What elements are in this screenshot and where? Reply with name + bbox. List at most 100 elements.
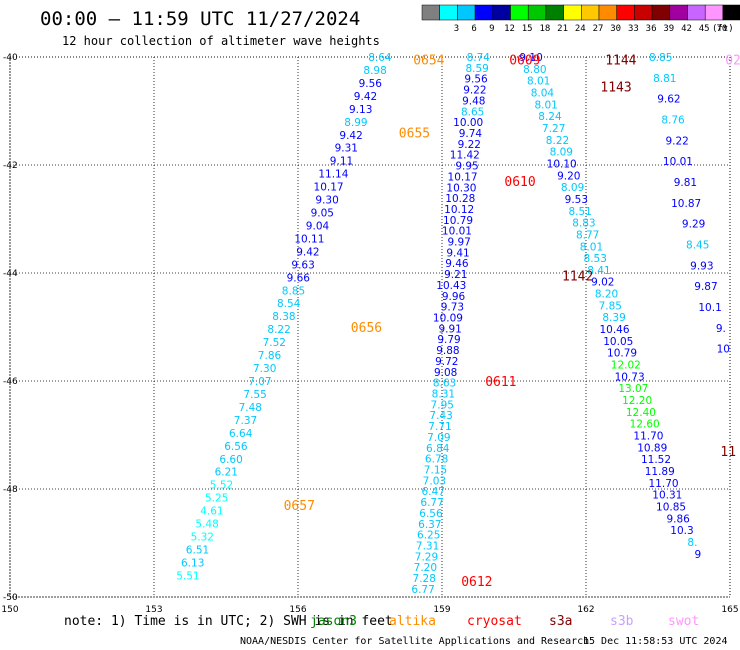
wave-height-value: 6.78: [425, 454, 448, 466]
wave-height-value: 11.70: [633, 431, 663, 443]
wave-height-value: 8.85: [282, 285, 305, 297]
pass-number-label: 0656: [351, 321, 382, 336]
colorbar-swatch: [527, 4, 547, 21]
colorbar-tick-label: 18: [539, 24, 550, 34]
colorbar-swatch: [598, 4, 617, 21]
wave-height-value: 7.48: [239, 402, 262, 414]
wave-height-value: 7.09: [427, 432, 450, 444]
wave-height-value: 6.84: [426, 443, 450, 455]
wave-height-value: 6.77: [411, 584, 434, 596]
wave-height-value: 9.91: [438, 323, 461, 335]
wave-height-value: 10.28: [445, 193, 475, 205]
wave-height-value: 8.22: [546, 135, 569, 147]
pass-number-label: 0610: [504, 175, 535, 190]
wave-height-value: 10.43: [436, 280, 466, 292]
wave-height-value: 5.51: [176, 570, 199, 582]
wave-height-value: 8.81: [653, 73, 676, 85]
colorbar-swatch: [581, 4, 600, 21]
wave-height-value: 9.21: [444, 269, 467, 281]
wave-height-value: 10.12: [444, 204, 474, 216]
wave-height-value: 11.14: [318, 169, 348, 181]
wave-height-value: 8.41: [587, 265, 610, 277]
colorbar-tick-label: 36: [646, 24, 657, 34]
wave-height-value: 8.39: [602, 312, 625, 324]
x-tick-label: 162: [577, 605, 594, 615]
y-tick-label: -44: [3, 269, 18, 279]
y-tick-label: -40: [3, 53, 18, 63]
pass-number-label: 0657: [284, 499, 315, 514]
wave-height-value: 10.46: [599, 324, 629, 336]
wave-height-value: 4.61: [200, 506, 223, 518]
colorbar-swatch: [634, 4, 653, 21]
wave-height-value: 7.29: [415, 551, 438, 563]
wave-height-value: 8.64: [368, 52, 392, 64]
wave-height-value: 8.98: [363, 65, 386, 77]
wave-height-value: 9.66: [287, 272, 311, 284]
wave-height-value: 12.40: [626, 407, 656, 419]
legend-swot: swot: [668, 614, 699, 629]
wave-height-value: 8.01: [534, 99, 557, 111]
colorbar-tick-label: 39: [663, 24, 674, 34]
colorbar-tick-label: 12: [504, 24, 515, 34]
wave-height-value: 9.74: [459, 128, 483, 140]
colorbar-swatch: [510, 4, 529, 21]
wave-height-value: 9.13: [349, 104, 372, 116]
wave-height-value: 8.53: [584, 253, 607, 265]
footer-credit: NOAA/NESDIS Center for Satellite Applica…: [240, 636, 589, 647]
wave-height-value: 10: [717, 344, 730, 356]
wave-height-value: 8.63: [433, 378, 456, 390]
wave-height-value: 9.11: [330, 156, 353, 168]
wave-height-value: 9.42: [296, 246, 319, 258]
page-subtitle: 12 hour collection of altimeter wave hei…: [62, 34, 380, 48]
wave-height-value: 6.64: [229, 428, 253, 440]
colorbar-swatch: [722, 4, 740, 21]
colorbar-tick-label: 9: [489, 24, 494, 34]
wave-height-value: 8.83: [572, 218, 595, 230]
wave-height-value: 8.04: [531, 87, 555, 99]
wave-height-value: 10.05: [603, 336, 633, 348]
pass-number-label: 0655: [399, 127, 430, 142]
wave-height-value: 9.86: [666, 513, 690, 525]
wave-height-value: 9.22: [458, 139, 481, 151]
wave-height-value: 7.28: [413, 573, 436, 585]
wave-height-value: 8.85: [649, 52, 672, 64]
pass-number-label: 1144: [605, 54, 636, 69]
wave-height-value: 9.31: [335, 143, 358, 155]
wave-height-value: 9.22: [665, 135, 688, 147]
wave-height-value: 10.17: [314, 182, 344, 194]
wave-height-value: 5.32: [191, 532, 214, 544]
wave-height-value: 8.65: [461, 106, 484, 118]
colorbar: 3 6 9 12 15 18 21 24 27 30 33 36 39 42 45 70: [421, 4, 740, 34]
wave-height-value: 8.51: [568, 206, 591, 218]
wave-height-value: 8.80: [523, 64, 546, 76]
wave-height-value: 6.56: [224, 441, 248, 453]
wave-height-value: 9.05: [311, 208, 334, 220]
footer-note: note: 1) Time is in UTC; 2) SWH is in fe…: [64, 614, 393, 629]
wave-height-value: 8.22: [267, 324, 290, 336]
wave-height-value: 7.15: [424, 464, 447, 476]
colorbar-swatch: [563, 4, 582, 21]
wave-height-value: 9.63: [291, 259, 314, 271]
wave-height-value: 8.24: [538, 111, 562, 123]
wave-height-value: 8.20: [595, 289, 618, 301]
wave-height-value: 10.01: [663, 156, 693, 168]
wave-height-value: 8.: [687, 537, 697, 549]
wave-height-value: 9.81: [674, 177, 697, 189]
wave-height-value: 7.20: [414, 562, 437, 574]
x-tick-label: 165: [721, 605, 738, 615]
colorbar-tick-label: 42: [681, 24, 692, 34]
wave-height-value: 9.02: [591, 277, 614, 289]
wave-height-value: 7.30: [253, 363, 276, 375]
legend-s3a: s3a: [549, 614, 572, 629]
wave-height-value: 6.37: [418, 519, 441, 531]
colorbar-swatch: [492, 4, 511, 21]
colorbar-tick-label: 15: [522, 24, 533, 34]
colorbar-swatch: [545, 4, 564, 21]
colorbar-swatch: [439, 4, 458, 21]
wave-height-value: 10.00: [453, 117, 483, 129]
colorbar-tick-label: 27: [593, 24, 604, 34]
wave-height-value: 10.10: [547, 158, 577, 170]
wave-height-value: 10.87: [671, 198, 701, 210]
wave-height-value: 9.20: [557, 170, 580, 182]
wave-height-value: 11.70: [649, 478, 679, 490]
